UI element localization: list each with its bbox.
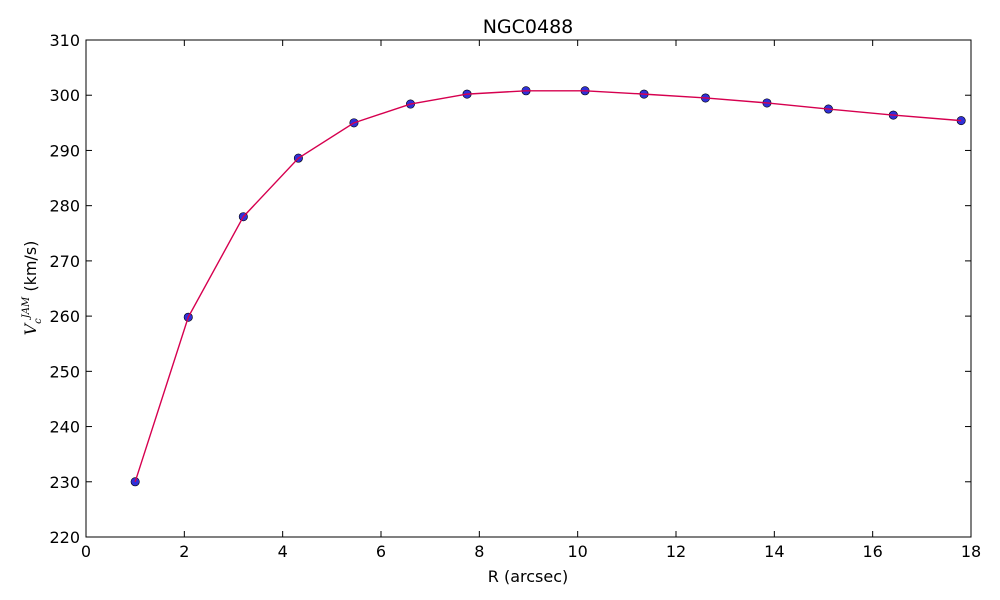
y-tick-label: 270 [49, 252, 80, 271]
y-axis-label-unit: (km/s) [21, 241, 40, 297]
x-tick-label: 6 [376, 542, 386, 561]
y-axis-label-sub: c [33, 318, 44, 324]
x-tick-label: 16 [862, 542, 882, 561]
y-tick-label: 240 [49, 418, 80, 437]
y-tick-label: 230 [49, 473, 80, 492]
x-tick-label: 4 [278, 542, 288, 561]
y-tick-label: 290 [49, 141, 80, 160]
x-tick-label: 2 [179, 542, 189, 561]
x-tick-label: 8 [474, 542, 484, 561]
y-tick-label: 250 [49, 362, 80, 381]
axis-ticks: 0 2 4 6 8 10 12 14 16 18 220 230 240 250 260 270 280 290 3… [49, 31, 981, 561]
chart-title: NGC0488 [483, 16, 574, 38]
y-axis-label: VcJAM (km/s) [21, 241, 44, 336]
x-tick-label: 18 [961, 542, 981, 561]
series-line [134, 90, 962, 482]
y-tick-label: 260 [49, 307, 80, 326]
y-tick-label: 220 [49, 528, 80, 547]
y-axis-label-sup: JAM [21, 296, 32, 320]
y-tick-label: 300 [49, 86, 80, 105]
x-tick-label: 12 [666, 542, 686, 561]
x-tick-label: 14 [764, 542, 784, 561]
series-curve [130, 86, 966, 487]
plot-frame [85, 39, 972, 538]
x-axis-label: R (arcsec) [488, 567, 569, 586]
y-tick-label: 310 [49, 31, 80, 50]
x-tick-label: 0 [81, 542, 91, 561]
x-tick-label: 10 [567, 542, 587, 561]
y-axis-label-main: V [21, 322, 40, 335]
y-tick-label: 280 [49, 197, 80, 216]
